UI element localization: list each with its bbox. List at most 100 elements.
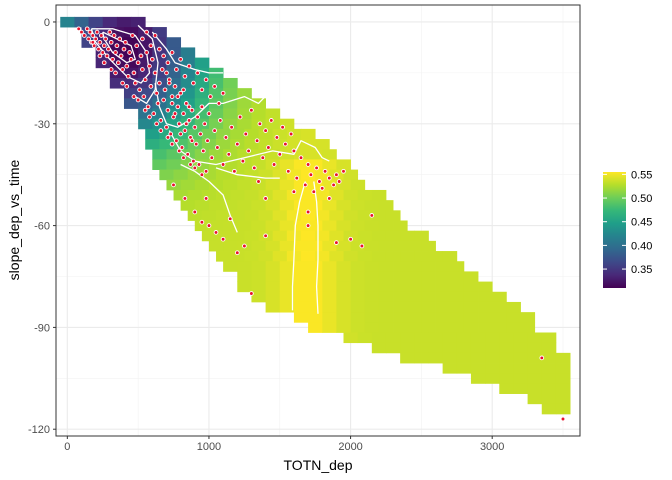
raster-cell	[180, 47, 196, 59]
raster-cell	[308, 159, 323, 170]
y-tick-label: -30	[34, 119, 50, 131]
raster-cell	[251, 291, 266, 303]
data-point	[140, 36, 145, 42]
raster-cell	[166, 37, 182, 48]
raster-cell	[237, 200, 252, 211]
data-point	[213, 230, 219, 235]
data-point	[120, 80, 125, 86]
raster-cell	[60, 16, 75, 28]
raster-cell	[555, 383, 571, 394]
data-point	[240, 158, 246, 164]
data-point	[169, 141, 175, 147]
raster-cell	[109, 27, 125, 38]
panel-border	[55, 4, 581, 437]
raster-cell	[485, 342, 500, 354]
raster-cell	[159, 139, 174, 150]
data-point	[192, 165, 198, 171]
raster-cell	[265, 108, 281, 120]
raster-cell	[272, 139, 288, 150]
raster-cell	[478, 281, 493, 293]
raster-cell	[116, 16, 132, 28]
data-point	[178, 56, 183, 62]
raster-cell	[329, 230, 344, 242]
raster-cell	[449, 312, 465, 323]
raster-cell	[123, 98, 139, 109]
raster-cell	[350, 220, 366, 232]
data-point	[203, 168, 209, 174]
raster-cell	[357, 332, 373, 344]
data-point	[106, 46, 111, 52]
raster-cell	[456, 352, 472, 364]
raster-cell	[223, 88, 238, 99]
raster-cell	[173, 139, 189, 150]
raster-cell	[180, 159, 196, 170]
raster-cell	[166, 118, 182, 130]
data-point	[341, 168, 346, 174]
raster-cell	[541, 403, 557, 415]
data-point	[94, 29, 100, 35]
raster-cell	[216, 128, 231, 140]
contour-line	[134, 24, 159, 105]
raster-cell	[385, 251, 401, 262]
raster-cell	[322, 200, 337, 211]
raster-cell	[208, 220, 224, 232]
raster-cell	[272, 251, 288, 262]
raster-cell	[499, 332, 514, 344]
data-point	[205, 138, 210, 144]
raster-cell	[244, 169, 259, 181]
raster-cell	[152, 159, 167, 170]
raster-cell	[152, 27, 167, 38]
raster-cell	[216, 139, 231, 150]
raster-cell	[293, 179, 309, 191]
data-point	[195, 114, 200, 120]
raster-cell	[393, 261, 408, 272]
raster-cell	[407, 261, 422, 272]
raster-cell	[513, 342, 528, 354]
raster-cell	[527, 393, 543, 405]
raster-cell	[322, 220, 337, 232]
data-point	[152, 33, 158, 38]
raster-cell	[541, 342, 557, 354]
data-point	[90, 33, 96, 38]
raster-cell	[499, 342, 514, 354]
raster-cell	[378, 291, 394, 303]
raster-cell	[293, 220, 309, 232]
data-point	[169, 101, 175, 106]
raster-cell	[336, 281, 351, 293]
raster-cell	[336, 261, 351, 272]
raster-cell	[393, 291, 408, 303]
data-point	[172, 111, 178, 116]
data-point	[128, 56, 134, 62]
raster-cell	[385, 332, 401, 344]
raster-cell	[336, 291, 351, 303]
raster-cell	[350, 281, 366, 293]
raster-cell	[378, 220, 394, 232]
raster-cell	[435, 271, 451, 282]
raster-cell	[371, 342, 387, 354]
raster-cell	[265, 291, 281, 303]
data-point	[298, 155, 304, 161]
data-point	[348, 236, 353, 242]
raster-cell	[223, 118, 238, 130]
raster-cell	[208, 179, 224, 191]
data-point	[183, 121, 189, 127]
raster-cell	[485, 363, 500, 374]
y-tick-label: -120	[28, 424, 50, 436]
raster-cell	[279, 301, 295, 313]
data-point	[157, 46, 162, 52]
data-point	[243, 131, 249, 137]
data-point	[254, 138, 260, 144]
data-point	[217, 118, 223, 123]
contour-line	[168, 130, 330, 166]
raster-cell	[166, 88, 182, 99]
contour-line	[154, 82, 269, 128]
raster-cell	[499, 383, 514, 394]
y-tick-label: -90	[34, 322, 50, 334]
data-points	[76, 26, 566, 422]
raster-cell	[442, 251, 458, 262]
raster-cell	[166, 77, 182, 89]
raster-cell	[216, 169, 231, 181]
data-point	[144, 50, 149, 55]
raster-cell	[378, 312, 394, 323]
